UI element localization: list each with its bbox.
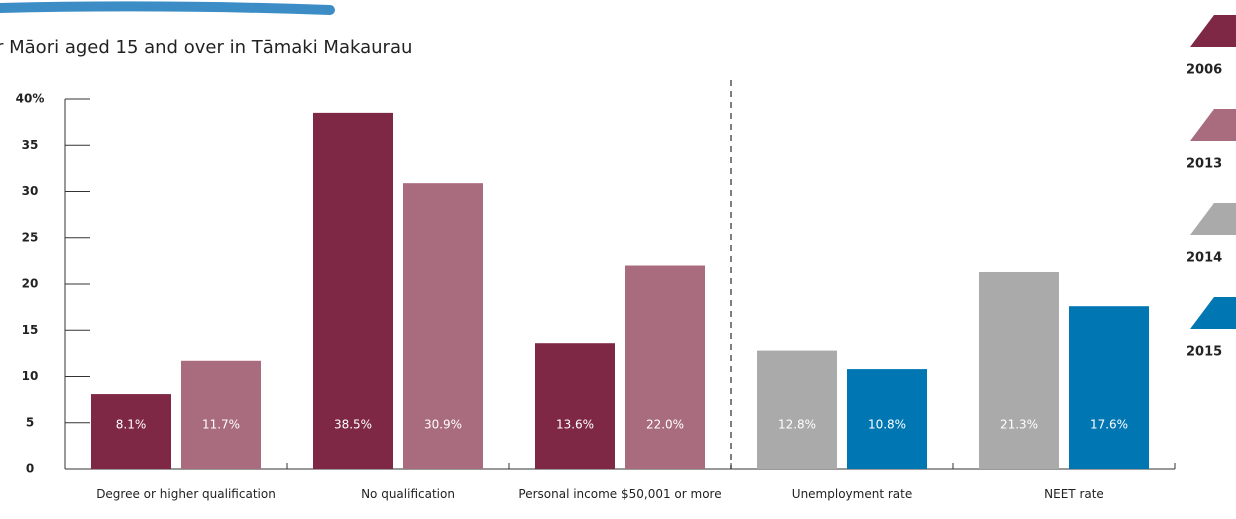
value-label: 21.3%	[1000, 418, 1038, 432]
y-tick-label: 5	[26, 415, 34, 429]
legend-swatch	[1190, 109, 1236, 141]
legend-swatch	[1190, 15, 1236, 47]
bar	[979, 271, 1059, 469]
legend-swatch	[1190, 297, 1236, 329]
decor-swoosh	[0, 1, 335, 15]
value-label: 12.8%	[778, 418, 816, 432]
x-tick-label: No qualification	[361, 487, 455, 501]
bar	[91, 394, 171, 469]
value-label: 17.6%	[1090, 418, 1128, 432]
value-label: 13.6%	[556, 418, 594, 432]
bar	[625, 265, 705, 469]
bar	[535, 343, 615, 469]
legend-label: 2013	[1186, 157, 1222, 172]
value-label: 8.1%	[116, 418, 147, 432]
legend-label: 2014	[1186, 251, 1222, 266]
value-label: 22.0%	[646, 418, 684, 432]
value-label: 38.5%	[334, 418, 372, 432]
x-tick-label: Unemployment rate	[791, 487, 913, 501]
legend-swatch	[1190, 203, 1236, 235]
x-tick-label: Degree or higher qualification	[96, 487, 276, 501]
y-tick-label: 25	[22, 230, 39, 244]
legend-label: 2006	[1186, 63, 1222, 78]
bar	[313, 112, 393, 469]
value-label: 11.7%	[202, 418, 240, 432]
bar	[181, 360, 261, 469]
x-tick-label: NEET rate	[1044, 487, 1104, 501]
y-tick-label: 30	[22, 184, 39, 198]
y-tick-label: 40%	[16, 92, 45, 106]
value-label: 30.9%	[424, 418, 462, 432]
bar	[847, 369, 927, 469]
y-tick-label: 35	[22, 138, 39, 152]
bar	[1069, 306, 1149, 469]
value-label: 10.8%	[868, 418, 906, 432]
bar	[757, 350, 837, 469]
y-tick-label: 10	[22, 369, 39, 383]
x-tick-label: Personal income $50,001 or more	[518, 487, 722, 501]
bar	[403, 183, 483, 470]
chart-title: r Māori aged 15 and over in Tāmaki Makau…	[0, 37, 412, 58]
y-tick-label: 0	[26, 462, 34, 476]
legend-label: 2015	[1186, 345, 1222, 360]
y-tick-label: 15	[22, 323, 39, 337]
y-tick-label: 20	[22, 277, 39, 291]
